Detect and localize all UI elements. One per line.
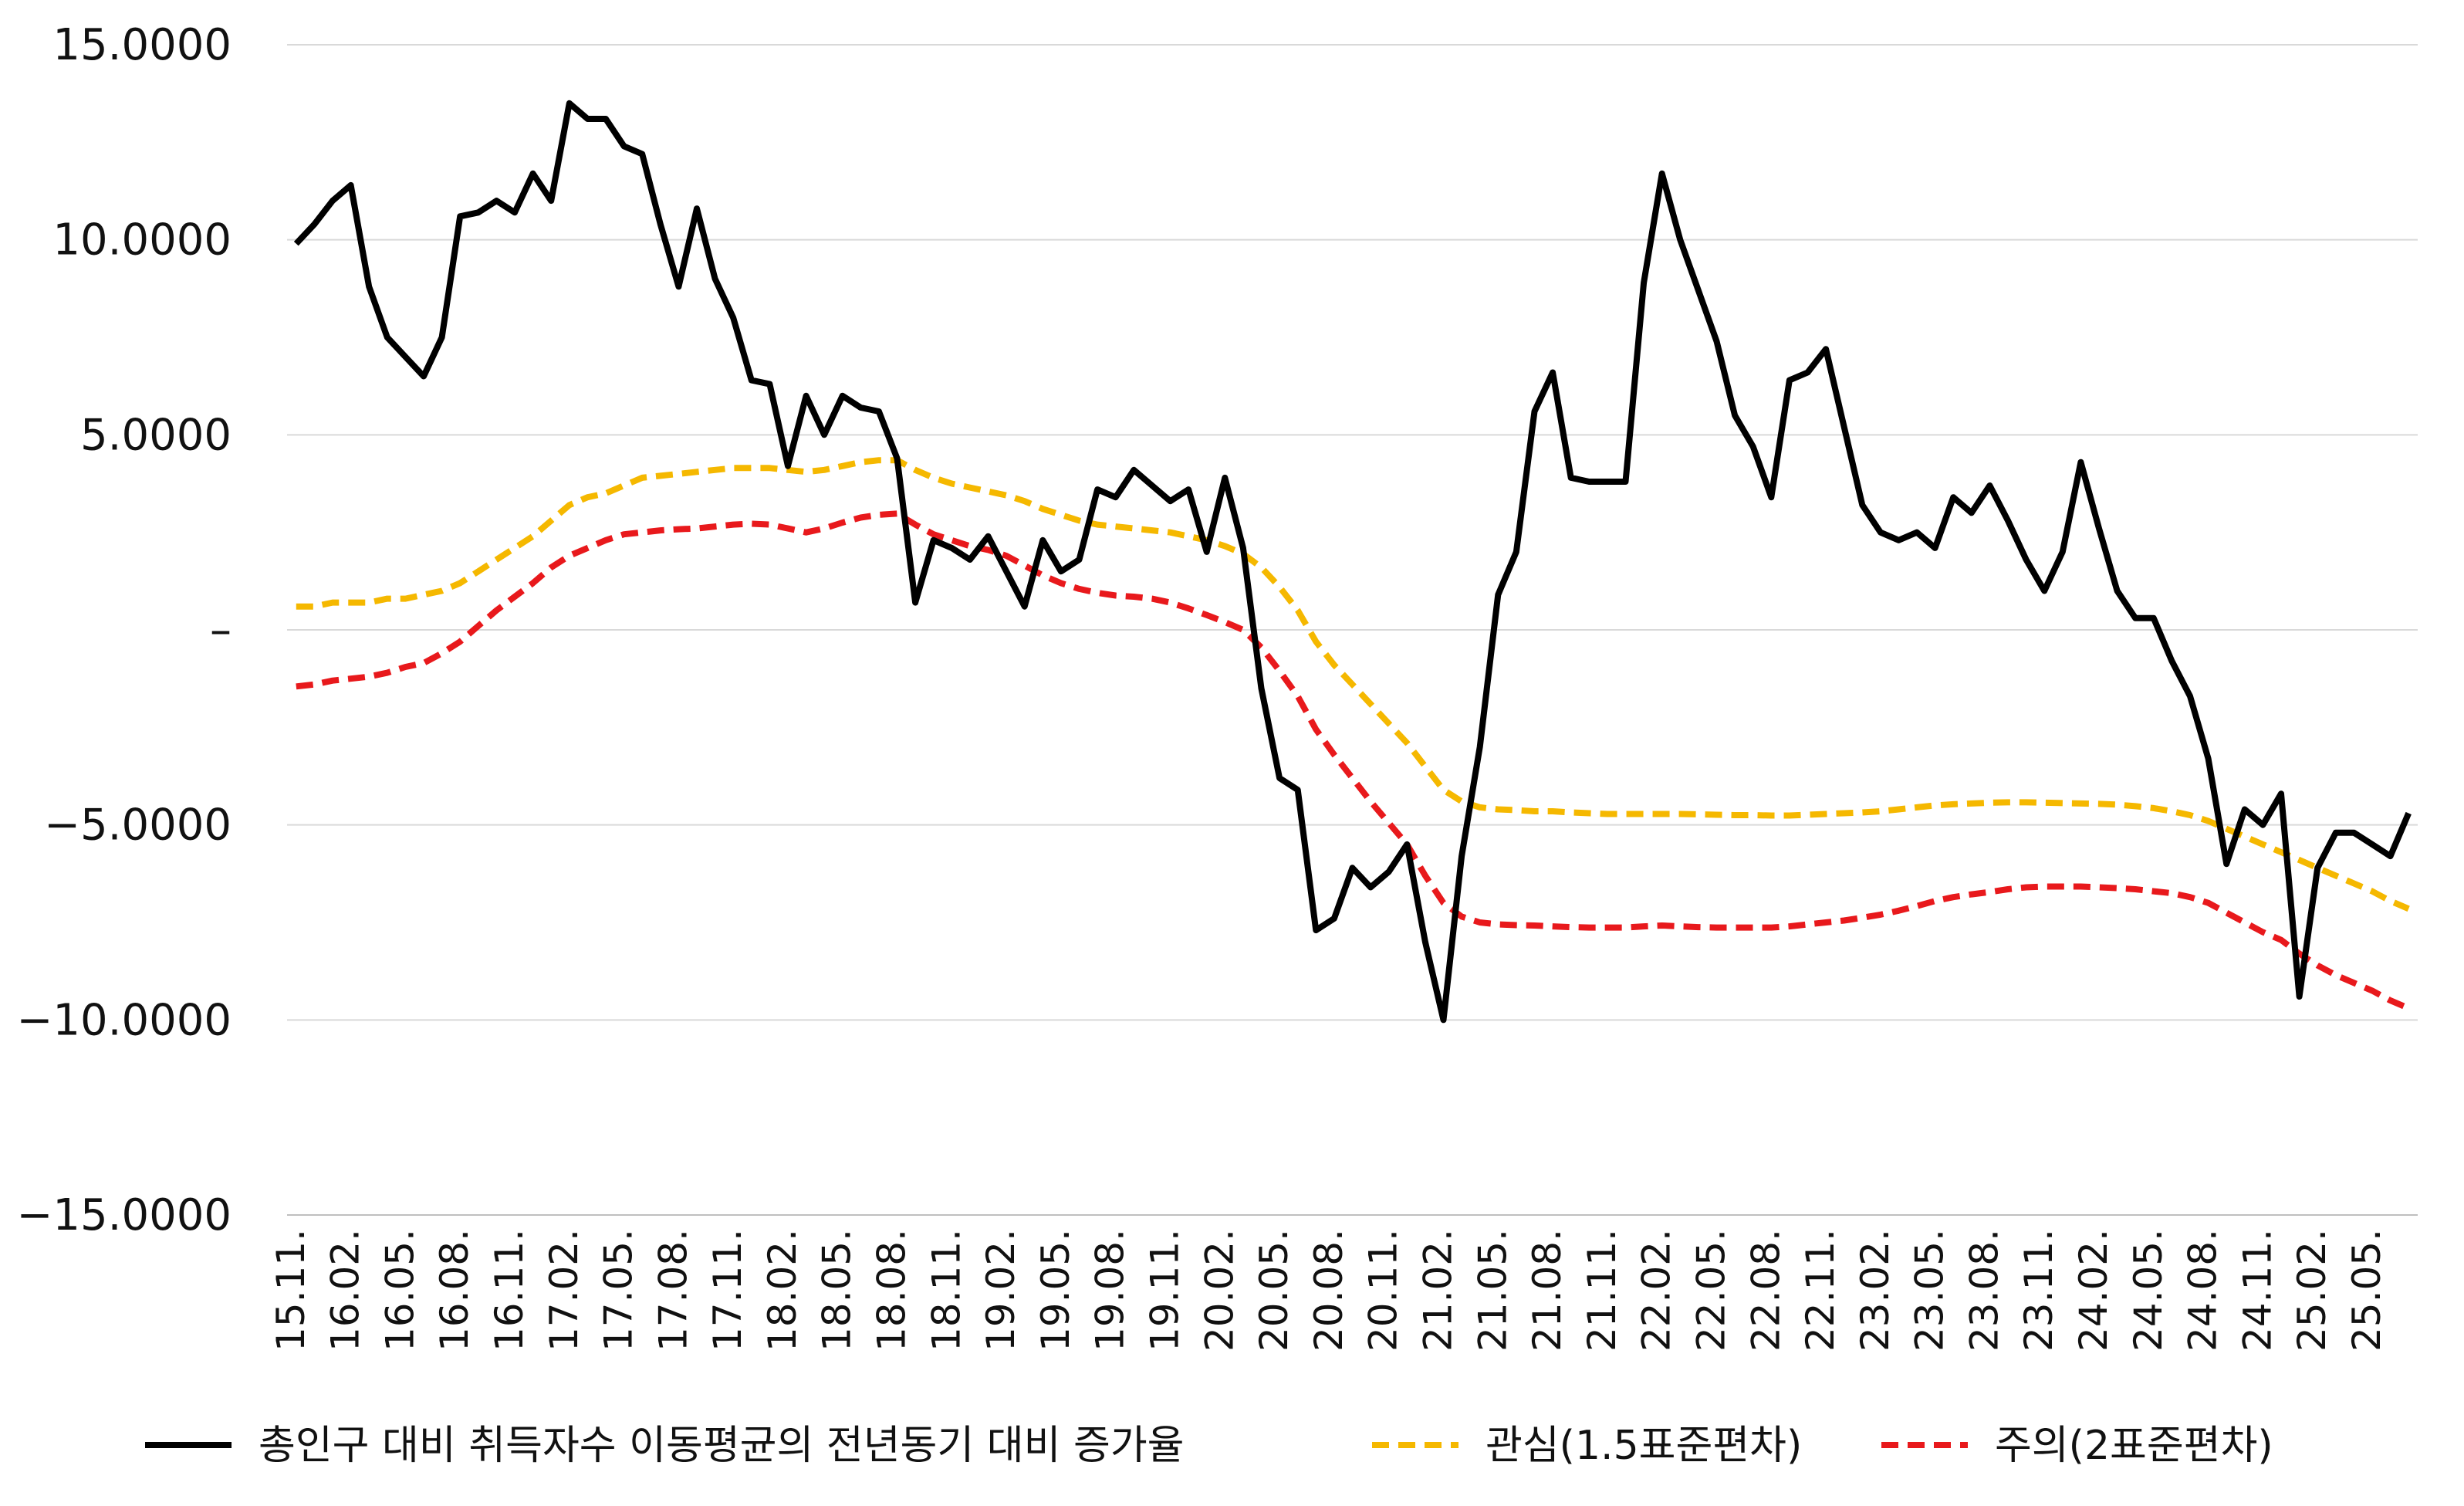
x-tick-label: 24.08. xyxy=(2181,1229,2226,1352)
x-tick-label: 19.02. xyxy=(979,1229,1023,1352)
x-tick-label: 17.11. xyxy=(705,1229,750,1352)
x-tick-label: 23.11. xyxy=(2016,1229,2061,1352)
x-tick-label: 23.08. xyxy=(1962,1229,2006,1352)
x-tick-label: 16.08. xyxy=(432,1229,477,1352)
y-tick-label: 15.0000 xyxy=(52,20,232,70)
x-axis-tick-labels: 15.11. 16.02. 16.05. 16.08. 16.11. 17.02. 17.0… xyxy=(269,1229,2389,1352)
series-line-2 xyxy=(296,510,2410,1011)
x-tick-label: 20.05. xyxy=(1252,1229,1296,1352)
legend-label-acquisition-rate: 총인구 대비 취득자수 이동평균의 전년동기 대비 증가율 xyxy=(259,1423,1185,1469)
x-tick-label: 16.05. xyxy=(377,1229,422,1352)
x-tick-label: 21.11. xyxy=(1580,1229,1624,1352)
x-tick-label: 25.02. xyxy=(2290,1229,2334,1352)
y-tick-label: −15.0000 xyxy=(17,1190,232,1240)
x-tick-label: 19.08. xyxy=(1088,1229,1133,1352)
x-tick-label: 24.02. xyxy=(2071,1229,2116,1352)
x-tick-label: 17.02. xyxy=(542,1229,586,1352)
y-tick-label: −10.0000 xyxy=(17,995,232,1045)
x-tick-label: 19.05. xyxy=(1033,1229,1078,1352)
series-line-0 xyxy=(293,100,2412,1024)
x-tick-label: 25.05. xyxy=(2344,1229,2389,1352)
x-tick-label: 19.11. xyxy=(1143,1229,1188,1352)
x-tick-label: 17.08. xyxy=(651,1229,695,1352)
x-tick-label: 16.02. xyxy=(323,1229,368,1352)
legend: 총인구 대비 취득자수 이동평균의 전년동기 대비 증가율 관심(1.5표준편차… xyxy=(145,1423,2273,1469)
x-tick-label: 21.08. xyxy=(1525,1229,1570,1352)
x-tick-label: 23.05. xyxy=(1908,1229,1952,1352)
x-tick-label: 21.05. xyxy=(1470,1229,1515,1352)
y-tick-label: 5.0000 xyxy=(80,410,232,460)
x-tick-label: 17.05. xyxy=(597,1229,641,1352)
x-tick-label: 22.05. xyxy=(1688,1229,1733,1352)
x-tick-label: 21.02. xyxy=(1415,1229,1460,1352)
legend-label-warning-2sd: 주의(2표준편차) xyxy=(1995,1423,2273,1469)
x-tick-label: 20.02. xyxy=(1197,1229,1242,1352)
x-tick-label: 18.05. xyxy=(815,1229,860,1352)
x-tick-label: 20.11. xyxy=(1361,1229,1406,1352)
y-tick-label: 10.0000 xyxy=(52,215,232,266)
x-tick-label: 18.02. xyxy=(760,1229,805,1352)
series-lines xyxy=(293,100,2412,1024)
legend-label-caution-1-5sd: 관심(1.5표준편차) xyxy=(1485,1423,1802,1469)
x-tick-label: 18.11. xyxy=(924,1229,968,1352)
x-tick-label: 15.11. xyxy=(269,1229,313,1352)
x-tick-label: 22.11. xyxy=(1798,1229,1843,1352)
gridlines xyxy=(287,44,2418,1021)
series-line-1 xyxy=(296,457,2410,912)
x-tick-label: 24.05. xyxy=(2126,1229,2171,1352)
y-tick-label: – xyxy=(210,605,232,655)
x-tick-label: 16.11. xyxy=(487,1229,532,1352)
y-axis-tick-labels: 15.0000 10.0000 5.0000 – −5.0000 −10.0000 −15.… xyxy=(17,20,232,1240)
x-tick-label: 20.08. xyxy=(1306,1229,1351,1352)
y-tick-label: −5.0000 xyxy=(44,800,232,851)
x-tick-label: 22.02. xyxy=(1634,1229,1679,1352)
x-tick-label: 22.08. xyxy=(1743,1229,1788,1352)
x-tick-label: 24.11. xyxy=(2235,1229,2280,1352)
x-tick-label: 23.02. xyxy=(1853,1229,1898,1352)
x-tick-label: 18.08. xyxy=(870,1229,914,1352)
